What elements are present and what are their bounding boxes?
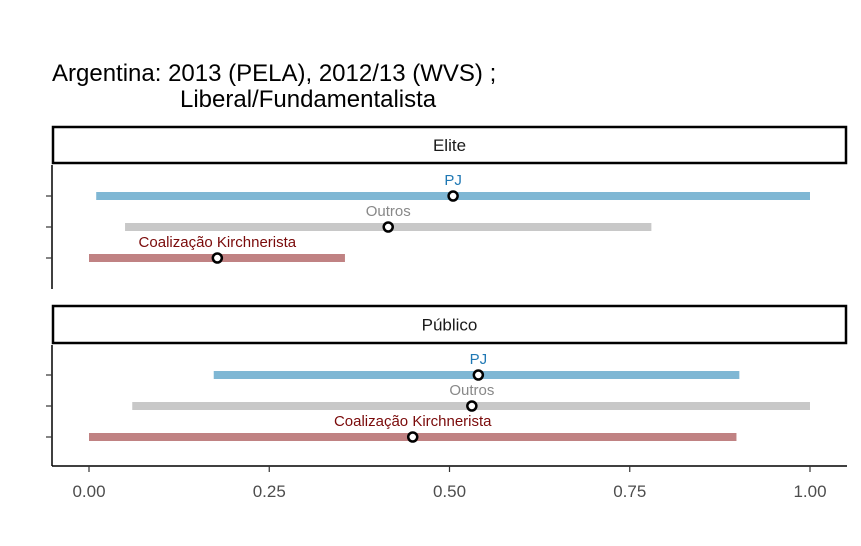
- point-pj: [472, 369, 485, 381]
- panel-strip-label: Público: [422, 316, 478, 335]
- point-outros: [382, 221, 394, 233]
- x-tick-label: 1.00: [793, 482, 826, 501]
- point-label-pj: PJ: [470, 351, 488, 368]
- chart-title-line-1: Argentina: 2013 (PELA), 2012/13 (WVS) ;: [52, 60, 496, 87]
- point-coalizacao-kirchnerista: [406, 431, 419, 443]
- point-coalizacao-kirchnerista: [211, 252, 224, 264]
- panel-strip-label: Elite: [433, 136, 466, 155]
- x-tick-label: 0.00: [72, 482, 105, 501]
- point-label-outros: Outros: [449, 382, 494, 399]
- chart-title-line-2: Liberal/Fundamentalista: [180, 86, 437, 113]
- panel-strip: [51, 304, 848, 345]
- panel-publico: Público PJ Outros Coalização Kirchnerista: [46, 304, 848, 467]
- point-label-outros: Outros: [366, 203, 411, 220]
- panel-elite: Elite PJ Outros Coalização Kirchnerista: [46, 125, 848, 289]
- x-axis: 0.00 0.25 0.50 0.75 1.00: [72, 466, 827, 501]
- x-tick-label: 0.50: [433, 482, 466, 501]
- point-label-pj: PJ: [444, 172, 462, 189]
- x-tick-label: 0.25: [253, 482, 286, 501]
- panel-strip: [51, 125, 848, 165]
- point-pj: [447, 190, 459, 202]
- point-label-coalizacao-kirchnerista: Coalização Kirchnerista: [334, 413, 492, 430]
- point-label-coalizacao-kirchnerista: Coalização Kirchnerista: [139, 234, 297, 251]
- x-tick-label: 0.75: [613, 482, 646, 501]
- point-outros: [466, 400, 478, 412]
